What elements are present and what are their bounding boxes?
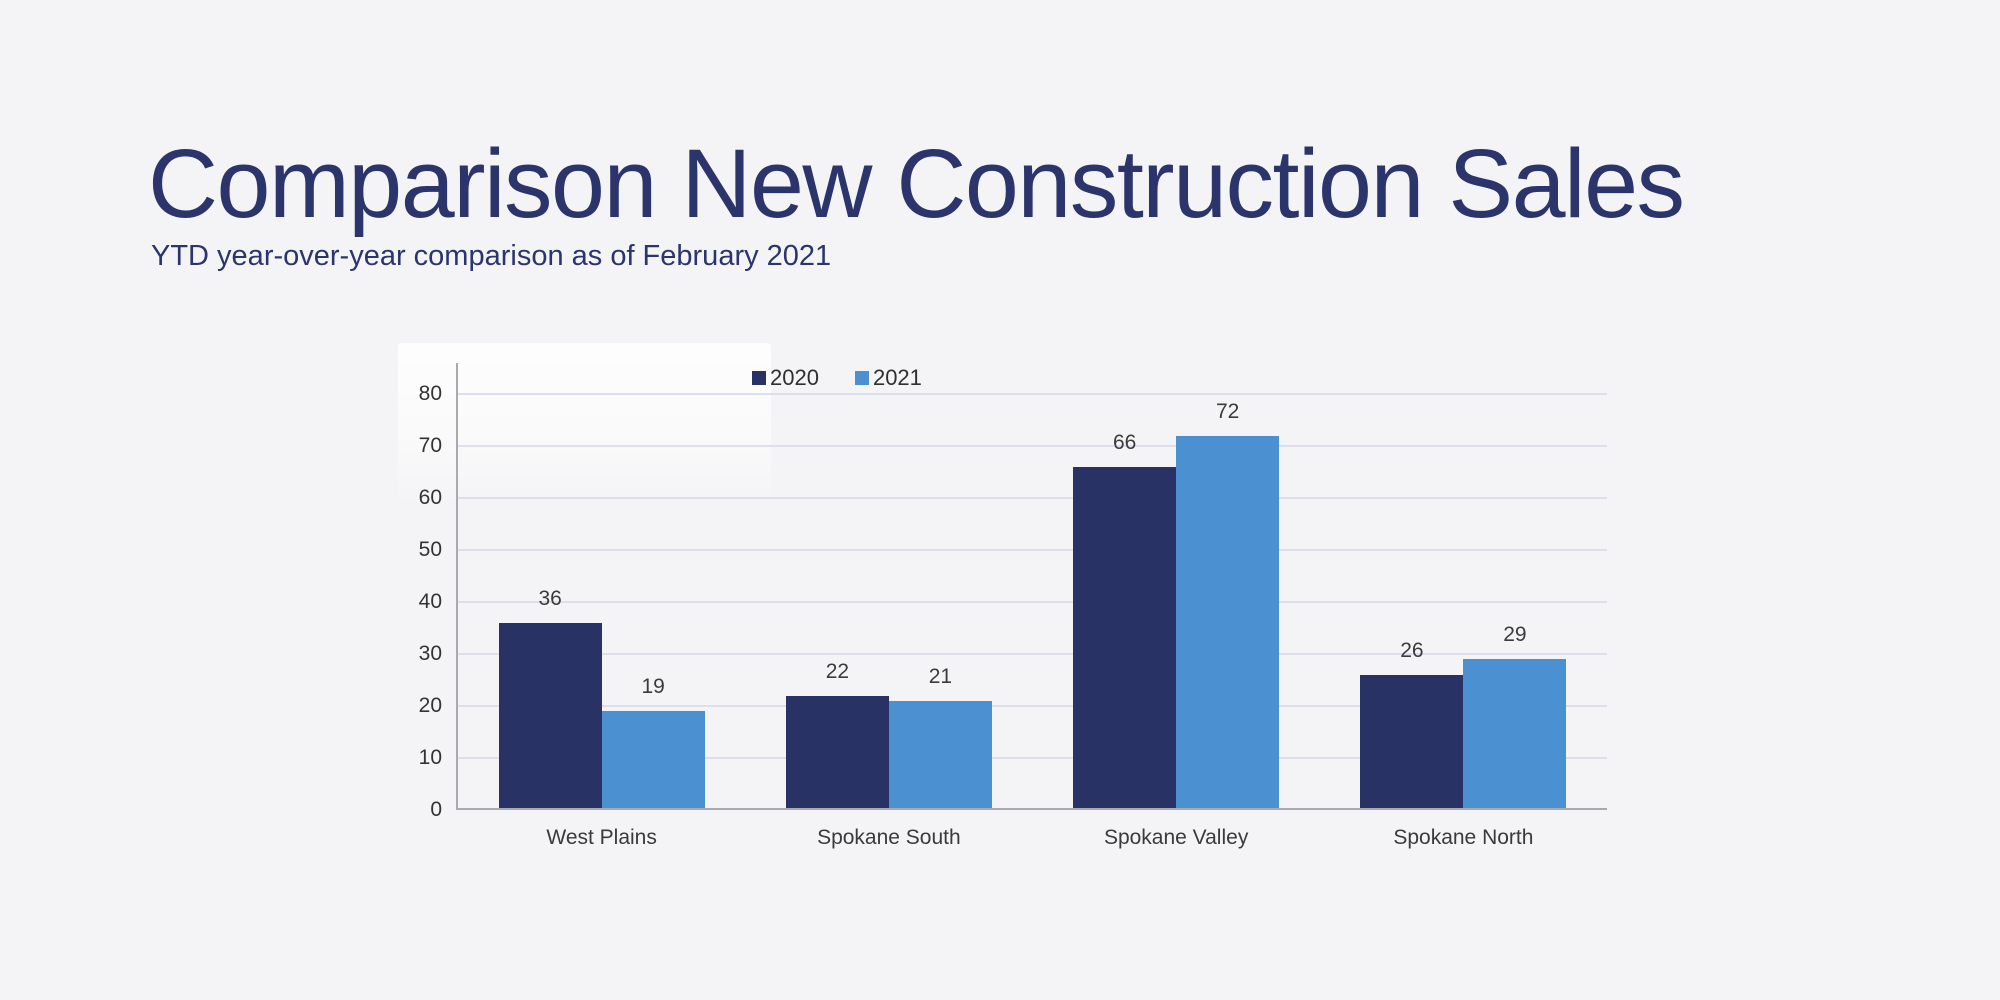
bar-2020-spokane-valley	[1073, 466, 1177, 810]
bar-value-label: 66	[1112, 430, 1137, 454]
x-axis-category-label: Spokane Valley	[1103, 826, 1249, 849]
legend-label: 2020	[770, 365, 819, 390]
gridline-50	[458, 549, 1607, 551]
bar-value-label: 22	[825, 659, 850, 683]
bar-value-label: 26	[1400, 638, 1424, 662]
bar-value-label: 29	[1503, 623, 1527, 647]
y-axis-tick-label: 30	[418, 642, 442, 665]
bar-value-label: 19	[641, 675, 665, 699]
bar-2021-spokane-south	[888, 700, 992, 810]
bar-2020-spokane-north	[1360, 674, 1464, 810]
y-axis-tick-label: 70	[418, 434, 442, 457]
decorative-highlight	[398, 343, 771, 508]
x-axis-category-label: West Plains	[546, 826, 657, 849]
bar-2021-spokane-north	[1463, 659, 1567, 810]
bar-2021-spokane-valley	[1176, 435, 1280, 810]
legend-item-2020: 2020	[752, 366, 819, 390]
y-axis-tick-label: 0	[430, 798, 442, 821]
y-axis-tick-label: 60	[418, 486, 442, 509]
y-axis-tick-label: 80	[418, 382, 442, 405]
page-title: Comparison New Construction Sales	[148, 129, 1685, 238]
page-subtitle: YTD year-over-year comparison as of Febr…	[151, 240, 832, 272]
legend-swatch-2020	[752, 371, 766, 385]
gridline-70	[458, 445, 1607, 447]
legend-label: 2021	[872, 365, 922, 390]
gridline-40	[458, 601, 1607, 603]
gridline-10	[458, 757, 1607, 759]
x-axis-category-label: Spokane North	[1393, 826, 1534, 849]
bar-2020-west-plains	[498, 622, 602, 810]
y-axis-tick-label: 50	[418, 538, 442, 561]
chart-legend: 2020 2021	[752, 366, 922, 390]
bar-value-label: 36	[538, 586, 562, 610]
y-axis-line	[456, 363, 458, 810]
gridline-80	[458, 393, 1607, 395]
bar-2021-west-plains	[601, 711, 705, 810]
bar-value-label: 72	[1215, 399, 1240, 423]
y-axis-tick-label: 20	[418, 694, 442, 717]
bar-2020-spokane-south	[785, 695, 889, 810]
legend-swatch-2021	[854, 371, 869, 385]
gridline-60	[458, 497, 1607, 499]
x-axis-category-label: Spokane South	[817, 826, 961, 849]
gridline-30	[458, 653, 1607, 655]
bar-value-label: 21	[928, 664, 953, 688]
legend-item-2021: 2021	[854, 365, 922, 390]
y-axis-tick-label: 40	[418, 590, 442, 613]
y-axis-tick-label: 10	[418, 746, 442, 769]
x-axis-line	[456, 808, 1607, 810]
gridline-20	[458, 705, 1607, 707]
